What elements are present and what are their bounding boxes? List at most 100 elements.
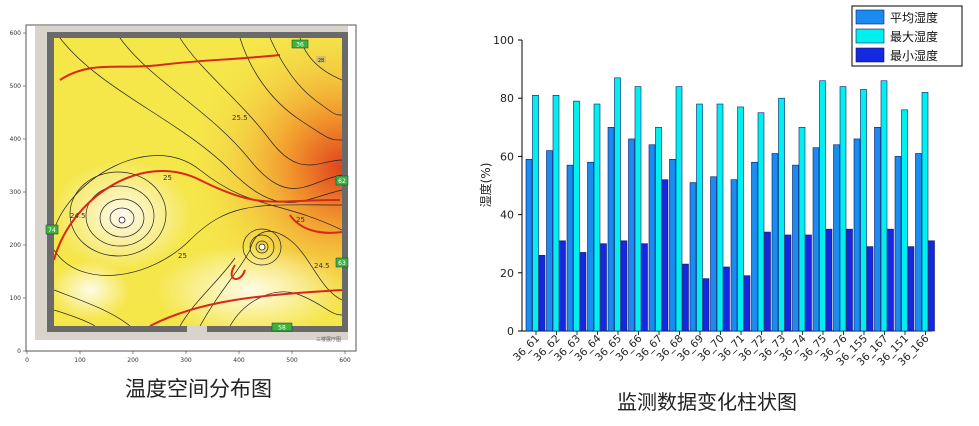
y-tick-label: 0 [507,325,514,338]
bar [792,164,799,332]
bar [853,138,861,332]
bar [716,103,724,332]
bar [538,255,546,332]
bar [648,144,656,332]
sensor-point [258,243,266,251]
bar [825,228,833,332]
sensor-marker [316,56,326,63]
bar [771,153,779,332]
x-tick-label: 0 [25,357,29,364]
door-gap [187,326,207,332]
sensor-marker [335,257,349,268]
bar [661,179,669,332]
bar [778,97,785,332]
bar [874,127,881,332]
bar [880,80,888,332]
bar [757,112,765,332]
bar [901,109,908,332]
contour-label: 25 [163,174,172,182]
bar [764,231,771,332]
temperature-contour-map: 25.5 25 25 25 24.5 24.5 36 62 63 74 58 2… [10,24,430,364]
sensor-marker [271,322,293,332]
temperature-distribution-figure: 25.5 25 25 25 24.5 24.5 36 62 63 74 58 2… [0,0,430,426]
bar [587,161,594,332]
bar [552,94,560,332]
bar [784,234,792,332]
bar [819,80,826,332]
sensor-label: 63 [338,260,346,267]
sensor-label: 28 [318,58,324,64]
sensor-marker [45,224,59,235]
bar [743,275,751,332]
bar [689,182,697,332]
bars [525,77,935,332]
bar [682,263,689,332]
y-tick-label: 80 [500,92,514,105]
bar [573,100,580,332]
x-tick-label: 500 [286,357,298,364]
y-tick-label: 20 [500,267,514,280]
y-tick-label: 300 [10,189,22,196]
bar [600,243,607,332]
bar [532,94,539,332]
y-tick-label: 400 [10,136,22,143]
sensor-label: 62 [338,178,346,185]
bar [710,176,717,332]
legend-swatch [855,47,885,63]
legend-label: 最大湿度 [890,29,938,44]
y-tick-label: 60 [500,150,514,163]
bar [915,153,922,332]
bar [887,228,894,332]
legend-swatch [855,9,885,25]
bar-chart-svg: 湿度(%) 0 20 40 60 80 100 36_6136_6236_6336_643… [478,5,963,368]
bar [559,240,566,332]
x-axis: 0 100 200 300 400 500 600 [25,351,351,364]
sensor-point [118,216,126,224]
sensor-markers: 36 62 63 74 58 28 [45,39,349,332]
bar [751,161,758,332]
legend-label: 最小湿度 [890,48,938,63]
bar [928,240,935,332]
bar [833,144,840,332]
contour-label: 25 [178,252,187,260]
y-tick-label: 0 [17,348,21,355]
contour-label: 24.5 [70,212,86,220]
bar [907,246,915,332]
sensor-label: 36 [296,42,304,49]
y-tick-label: 100 [493,34,514,47]
bar [669,159,676,332]
bar [628,138,635,332]
bar [614,77,621,332]
floor-plan-footnote: 三楼展厅图 [316,336,341,343]
bar [894,156,902,332]
y-axis: 0 100 200 300 400 500 600 [10,30,26,355]
y-tick-label: 500 [10,83,22,90]
contour-label: 25.5 [232,114,248,122]
x-tick-label: 400 [233,357,245,364]
bar [737,106,744,332]
chart-title: 监测数据变化柱状图 [617,390,797,414]
bar [702,278,710,332]
legend-label: 平均湿度 [890,10,938,25]
sensor-label: 74 [48,227,56,234]
bar [812,147,820,332]
bar [921,92,929,332]
y-tick-label: 600 [10,30,22,37]
bar [607,127,615,332]
legend-swatch [855,28,885,44]
bar [696,103,703,332]
bar [846,228,853,332]
bar [525,159,533,332]
y-axis-label: 湿度(%) [478,163,493,208]
bar [546,150,553,332]
y-tick-label: 100 [10,295,22,302]
y-tick-label: 40 [500,209,514,222]
bar [675,86,683,332]
x-axis: 36_6136_6236_6336_6436_6536_6636_6736_68… [511,331,932,368]
bar [620,240,628,332]
humidity-bar-chart: 湿度(%) 0 20 40 60 80 100 36_61 36_62 36_63 36_64 3… [470,0,979,426]
contour-label: 24.5 [314,262,330,270]
x-tick-label: 100 [74,357,86,364]
x-tick-label: 300 [180,357,192,364]
